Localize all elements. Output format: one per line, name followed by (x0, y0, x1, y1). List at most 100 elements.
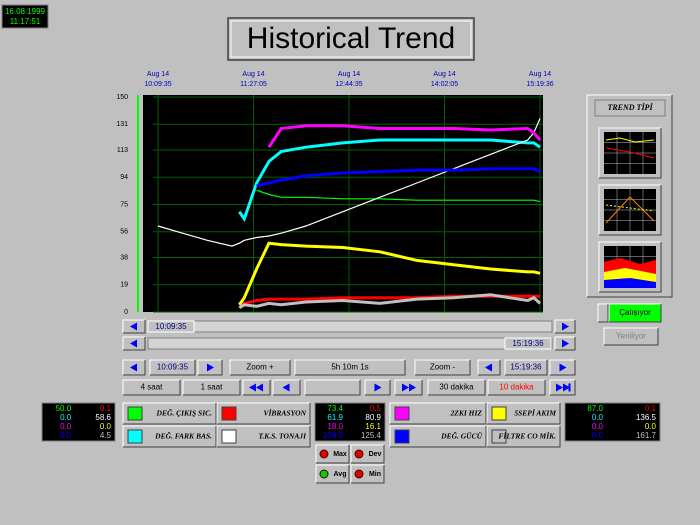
arrow-button[interactable] (242, 379, 271, 396)
text-button[interactable]: Yeniliyor (603, 327, 659, 346)
text-button[interactable]: 4 saat (122, 379, 181, 396)
bevel-dark (273, 380, 301, 396)
x-tick-label: Aug 14 14:02:05 (431, 71, 458, 88)
button-face (123, 403, 216, 424)
icon-line (605, 147, 655, 159)
bevel-light (350, 444, 384, 463)
bevel-light (486, 402, 560, 424)
arrow-icon (562, 339, 569, 348)
bevel-dark (555, 320, 576, 334)
bevel-dark (550, 380, 576, 396)
button-label: Zoom - (430, 363, 456, 372)
bevel-dark (305, 380, 361, 396)
legend-button[interactable]: VİBRASYON (216, 402, 311, 425)
bevel-light (364, 379, 390, 395)
bevel-light (182, 379, 240, 395)
bevel-dark (478, 360, 501, 376)
bevel-light (122, 336, 145, 350)
title-box (227, 17, 475, 61)
bevel-dark (505, 360, 548, 376)
bevel-dark (316, 465, 350, 484)
bevel-dark (604, 328, 659, 346)
readout-value: 0.5 (370, 404, 382, 413)
bevel-dark (487, 403, 561, 425)
arrow-button[interactable] (272, 379, 301, 396)
button-face (351, 465, 384, 483)
stat-led (354, 469, 364, 479)
button-label: 15:19:36 (510, 363, 542, 372)
trend-type-option[interactable] (598, 127, 662, 179)
text-button[interactable]: 10 dakika (487, 379, 546, 396)
button-face (505, 360, 547, 375)
bevel-light (122, 379, 180, 395)
legend-swatch (127, 429, 143, 444)
arrow-button[interactable] (122, 319, 146, 334)
text-button[interactable]: 30 dakika (427, 379, 486, 396)
legend-button[interactable]: 2ZKI HIZ (389, 402, 487, 425)
arrow-button[interactable] (122, 359, 146, 376)
legend-button[interactable]: FİLTRE CO MİK. (486, 425, 561, 448)
button-face (488, 380, 545, 395)
trend-type-option[interactable] (598, 241, 662, 293)
readout-value: 108.0 (323, 431, 344, 440)
button-face (183, 380, 240, 395)
legend-button[interactable]: DEĞ. ÇIKIŞ SIC. (122, 402, 217, 425)
readout-value: 0.0 (60, 422, 72, 431)
arrow-button[interactable] (549, 379, 576, 396)
bevel-light (554, 319, 575, 333)
series-line (157, 118, 541, 247)
y-tick-label: 150 (116, 94, 128, 101)
readout-value: 0.0 (100, 422, 112, 431)
arrow-button[interactable] (122, 336, 146, 351)
arrow-button[interactable] (477, 359, 501, 376)
arrow-button[interactable] (394, 379, 423, 396)
legend-label: T.K.S. TONAJI (258, 432, 307, 441)
arrow-button[interactable] (364, 379, 391, 396)
bevel-dark (390, 426, 487, 448)
button-face (598, 304, 608, 322)
text-button[interactable]: Zoom + (229, 359, 291, 376)
bevel-dark (488, 380, 546, 396)
button-face (123, 380, 180, 395)
legend-button[interactable]: 5SEPİ AKIM (486, 402, 561, 425)
button-face (316, 445, 349, 463)
button-face (415, 360, 470, 375)
arrow-button[interactable] (549, 359, 576, 376)
bevel-dark (123, 360, 146, 376)
bevel-dark (390, 403, 487, 425)
legend-swatch (491, 406, 507, 421)
arrow-button[interactable] (554, 319, 576, 334)
stat-button[interactable]: Avg (315, 464, 350, 484)
readout-value: 0.0 (60, 431, 72, 440)
arrow-icon (282, 383, 290, 392)
readout-value: 0.0 (592, 413, 604, 422)
bevel-dark (316, 445, 350, 464)
legend-label: FİLTRE CO MİK. (498, 431, 556, 441)
bevel-dark (123, 403, 217, 425)
stat-button[interactable]: Dev (350, 444, 385, 464)
bevel-light (216, 402, 310, 424)
bevel-light (486, 425, 560, 447)
legend-label: 5SEPİ AKIM (514, 408, 556, 418)
arrow-button[interactable] (554, 336, 576, 351)
text-button[interactable]: 1 saat (182, 379, 241, 396)
legend-button[interactable]: DEĞ. FARK BAS. (122, 425, 217, 448)
legend-button[interactable]: T.K.S. TONAJI (216, 425, 311, 448)
text-button[interactable]: 5h 10m 1s (294, 359, 406, 376)
readout-box (564, 402, 661, 442)
stat-button[interactable]: Max (315, 444, 350, 464)
text-button[interactable]: Zoom - (414, 359, 471, 376)
arrow-button[interactable] (197, 359, 223, 376)
legend-label: DEĞ. ÇIKIŞ SIC. (156, 408, 213, 418)
x-tick-label: Aug 14 10:09:35 (144, 71, 171, 88)
bevel-dark (395, 380, 423, 396)
text-button[interactable]: 10:09:35 (149, 359, 196, 376)
toggle-switch[interactable] (597, 303, 609, 323)
stat-button[interactable]: Min (350, 464, 385, 484)
bevel-light (598, 184, 661, 235)
running-button[interactable]: Çalışıyor (608, 303, 662, 323)
legend-button[interactable]: DEĞ. GÜCÜ (389, 425, 487, 448)
button-face (230, 360, 290, 375)
trend-type-option[interactable] (598, 184, 662, 236)
text-button[interactable]: 15:19:36 (504, 359, 548, 376)
